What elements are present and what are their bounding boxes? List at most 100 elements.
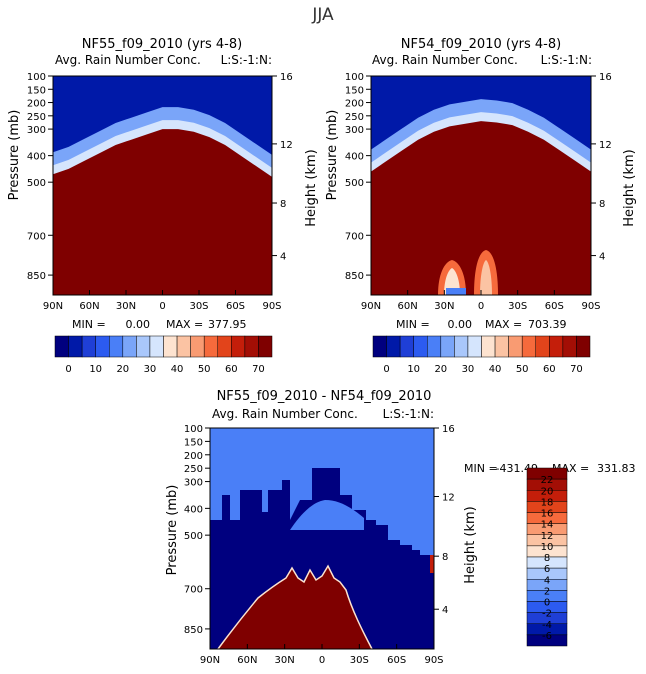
x-tick-label: 60N — [79, 301, 99, 312]
colorbar-tick-label: 30 — [144, 364, 157, 375]
y-axis-ticks: 100 150 200 250 300 400 500 700 850 — [27, 72, 53, 282]
colorbar-tick-label: 22 — [541, 475, 554, 486]
x-tick-label: 30S — [508, 301, 527, 312]
y2-tick-label: 16 — [442, 424, 455, 435]
colorbar — [526, 467, 568, 647]
colorbar-tick-label: 0 — [65, 364, 71, 375]
colorbar-tick-label: -6 — [542, 631, 552, 642]
x-tick-label: 90S — [424, 655, 443, 666]
panel-level-label: L:S:-1:N: — [383, 407, 434, 421]
y-axis-label: Pressure (mb) — [325, 110, 340, 201]
x-tick-label: 30S — [189, 301, 208, 312]
x-tick-label: 0 — [319, 655, 325, 666]
min-label: MIN = — [396, 318, 430, 331]
page-title: JJA — [312, 5, 334, 25]
y-tick-label: 700 — [345, 231, 364, 242]
colorbar-tick-label: 2 — [544, 586, 550, 597]
y-tick-label: 700 — [27, 231, 46, 242]
colorbar-swatch — [54, 335, 69, 358]
equatorial-plumes — [438, 250, 498, 295]
colorbar-swatch — [176, 335, 191, 358]
plume-right-core — [480, 260, 492, 295]
y-tick-label: 250 — [345, 112, 364, 123]
x-tick-label: 0 — [159, 301, 165, 312]
y-tick-label: 500 — [345, 178, 364, 189]
y2-tick-label: 4 — [280, 252, 286, 263]
min-value: 0.00 — [448, 318, 473, 331]
colorbar-swatch — [386, 335, 401, 358]
y-axis-label: Pressure (mb) — [7, 110, 22, 201]
y2-axis-ticks: 16 12 8 4 — [591, 72, 612, 263]
colorbar-swatch — [481, 335, 496, 358]
colorbar-swatch — [508, 335, 523, 358]
y2-tick-label: 4 — [442, 605, 448, 616]
plume-base-blue — [446, 288, 466, 295]
y-tick-label: 850 — [345, 271, 364, 282]
y-tick-label: 250 — [27, 112, 46, 123]
colorbar-swatch — [413, 335, 428, 358]
colorbar — [54, 335, 273, 358]
colorbar-swatch — [122, 335, 137, 358]
min-label: MIN = — [464, 462, 498, 475]
x-tick-label: 90N — [361, 301, 381, 312]
edge-red-spot — [430, 555, 434, 573]
colorbar-tick-label: 60 — [225, 364, 238, 375]
colorbar-ticks: 0 10 20 30 40 50 60 70 — [383, 364, 582, 375]
colorbar-swatch — [562, 335, 577, 358]
y-axis-ticks: 100 150 200 250 300 400 500 700 850 — [345, 72, 371, 282]
x-axis-ticks: 90N 60N 30N 0 30S 60S 90S — [361, 290, 601, 312]
colorbar-tick-label: 0 — [544, 598, 550, 609]
y-tick-label: 400 — [345, 152, 364, 163]
panel-subtitle: Avg. Rain Number Conc. — [55, 53, 201, 67]
colorbar-swatch — [526, 634, 568, 647]
y2-tick-label: 4 — [599, 252, 605, 263]
colorbar-swatch — [149, 335, 164, 358]
y-tick-label: 150 — [27, 85, 46, 96]
y-tick-label: 300 — [27, 125, 46, 136]
colorbar-tick-label: 30 — [462, 364, 475, 375]
colorbar-swatch — [81, 335, 96, 358]
colorbar-swatch — [521, 335, 536, 358]
colorbar-tick-label: 50 — [516, 364, 529, 375]
colorbar-tick-label: 18 — [541, 497, 554, 508]
max-value: 331.83 — [597, 462, 636, 475]
colorbar-swatch — [467, 335, 482, 358]
colorbar-tick-label: 4 — [544, 575, 550, 586]
panel-top-left: NF55_f09_2010 (yrs 4-8) Avg. Rain Number… — [7, 37, 319, 375]
y2-tick-label: 16 — [599, 72, 612, 83]
colorbar-tick-label: 20 — [116, 364, 129, 375]
y2-axis-label: Height (km) — [622, 149, 637, 226]
y2-axis-label: Height (km) — [304, 149, 319, 226]
panel-level-label: L:S:-1:N: — [541, 53, 592, 67]
y2-axis-ticks: 16 12 8 4 — [272, 72, 293, 263]
panel-level-label: L:S:-1:N: — [221, 53, 272, 67]
max-label: MAX = — [166, 318, 203, 331]
panel-bottom: NF55_f09_2010 - NF54_f09_2010 Avg. Rain … — [165, 389, 636, 666]
y-tick-label: 700 — [184, 585, 203, 596]
x-tick-label: 90S — [581, 301, 600, 312]
panel-title: NF55_f09_2010 - NF54_f09_2010 — [217, 389, 432, 404]
colorbar-tick-label: 70 — [252, 364, 265, 375]
y-tick-label: 500 — [184, 531, 203, 542]
panel-subtitle: Avg. Rain Number Conc. — [372, 53, 518, 67]
y-tick-label: 400 — [27, 152, 46, 163]
panel-title: NF54_f09_2010 (yrs 4-8) — [401, 37, 561, 52]
colorbar-swatch — [258, 335, 273, 358]
y-tick-label: 400 — [184, 504, 203, 515]
y2-tick-label: 8 — [442, 552, 448, 563]
y2-tick-label: 12 — [280, 140, 293, 151]
y-tick-label: 500 — [27, 178, 46, 189]
y2-tick-label: 8 — [599, 199, 605, 210]
colorbar-tick-label: 70 — [570, 364, 583, 375]
colorbar-swatch — [372, 335, 387, 358]
colorbar-swatch — [231, 335, 246, 358]
x-tick-label: 30N — [434, 301, 454, 312]
colorbar-tick-label: 40 — [171, 364, 184, 375]
colorbar-swatch — [440, 335, 455, 358]
panel-top-right: NF54_f09_2010 (yrs 4-8) Avg. Rain Number… — [325, 37, 637, 375]
y2-tick-label: 12 — [599, 140, 612, 151]
colorbar-swatch — [68, 335, 83, 358]
y-tick-label: 300 — [345, 125, 364, 136]
colorbar-tick-label: -2 — [542, 609, 552, 620]
colorbar-swatch — [549, 335, 564, 358]
